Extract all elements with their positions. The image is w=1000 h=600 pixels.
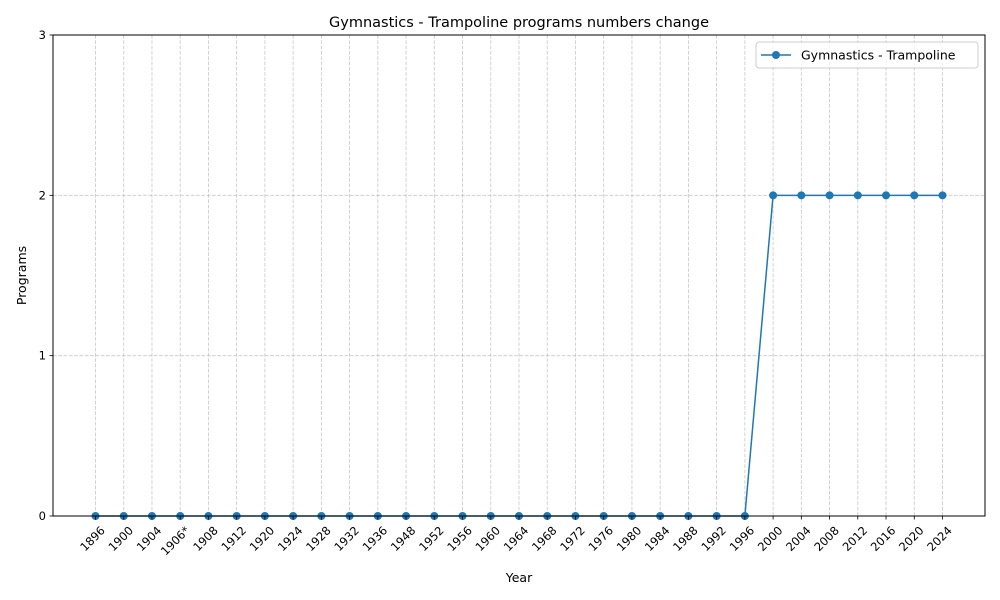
- y-axis: 0 1 2 3: [39, 28, 53, 523]
- y-tick-label: 3: [39, 28, 46, 42]
- legend-box: [755, 41, 979, 69]
- x-tick-label: 1900: [105, 523, 136, 554]
- data-point: [769, 191, 778, 200]
- x-tick-label: 1956: [444, 523, 475, 554]
- x-tick-label: 1988: [670, 523, 701, 554]
- x-tick-label: 2016: [868, 523, 899, 554]
- x-tick-label: 1896: [77, 523, 108, 554]
- x-tick-label: 1906*: [158, 523, 193, 558]
- x-tick-label: 1992: [698, 523, 729, 554]
- chart-title: Gymnastics - Trampoline programs numbers…: [329, 15, 709, 31]
- x-tick-label: 2004: [783, 523, 814, 554]
- x-axis: 1896190019041906*19081912192019241928193…: [77, 516, 955, 558]
- data-point: [853, 191, 862, 200]
- x-tick-label: 1912: [218, 523, 249, 554]
- x-tick-label: 1948: [388, 523, 419, 554]
- y-tick-label: 0: [39, 509, 46, 523]
- legend-marker-swatch: [772, 51, 780, 59]
- y-axis-label: Programs: [14, 246, 29, 305]
- x-tick-label: 1928: [303, 523, 334, 554]
- data-point: [910, 191, 919, 200]
- x-tick-label: 1960: [473, 523, 504, 554]
- y-tick-label: 1: [39, 349, 46, 363]
- data-point: [938, 191, 947, 200]
- x-tick-label: 1984: [642, 523, 673, 554]
- x-tick-label: 1964: [501, 523, 532, 554]
- x-tick-label: 2008: [811, 523, 842, 554]
- x-tick-label: 1972: [557, 523, 588, 554]
- x-tick-label: 2020: [896, 523, 927, 554]
- x-tick-label: 1976: [585, 523, 616, 554]
- x-tick-label: 1920: [247, 523, 278, 554]
- x-tick-label: 1924: [275, 523, 306, 554]
- x-tick-label: 1980: [614, 523, 645, 554]
- x-tick-label: 2024: [924, 523, 955, 554]
- legend: Gymnastics - Trampoline: [755, 41, 979, 69]
- x-tick-label: 2012: [840, 523, 871, 554]
- x-tick-label: 1952: [416, 523, 447, 554]
- data-point: [825, 191, 834, 200]
- x-axis-label: Year: [505, 570, 533, 585]
- x-tick-label: 1932: [331, 523, 362, 554]
- grid-layer: [53, 34, 985, 517]
- legend-label: Gymnastics - Trampoline: [801, 48, 956, 63]
- x-tick-label: 1936: [360, 523, 391, 554]
- x-tick-label: 1908: [190, 523, 221, 554]
- data-point: [882, 191, 891, 200]
- x-tick-label: 1996: [727, 523, 758, 554]
- x-tick-label: 2000: [755, 523, 786, 554]
- y-tick-label: 2: [39, 188, 46, 202]
- data-point: [797, 191, 806, 200]
- x-tick-label: 1968: [529, 523, 560, 554]
